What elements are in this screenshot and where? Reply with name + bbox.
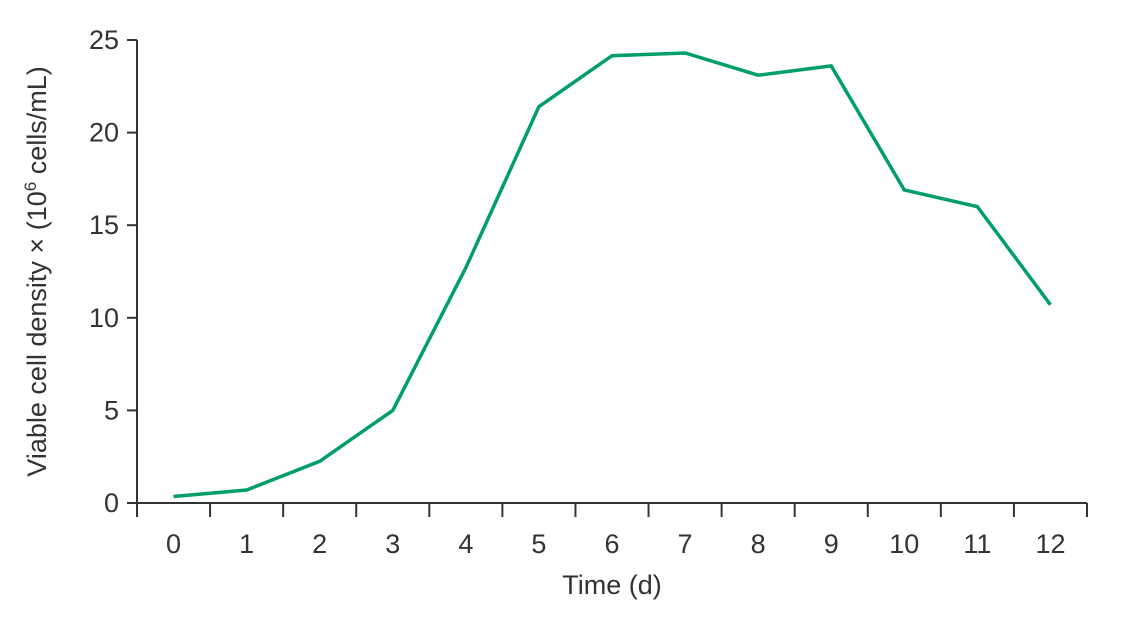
y-axis-title-superscript: 6 — [21, 182, 40, 191]
y-axis-title: Viable cell density × (106 cells/mL) — [21, 66, 52, 476]
x-axis: 0 1 2 3 4 5 6 7 8 9 10 11 12 — [136, 502, 1088, 559]
series-layer — [173, 51, 1052, 499]
x-tick-label: 12 — [1035, 529, 1065, 559]
y-tick-label: 25 — [89, 25, 119, 55]
y-tick-label: 5 — [104, 395, 119, 425]
x-axis-title: Time (d) — [562, 570, 662, 600]
x-tick-label: 4 — [458, 529, 473, 559]
y-axis: 0 5 10 15 20 25 — [89, 25, 138, 518]
y-tick-label: 15 — [89, 210, 119, 240]
y-tick-label: 20 — [89, 118, 119, 148]
x-tick-label: 6 — [604, 529, 619, 559]
y-tick-label: 10 — [89, 303, 119, 333]
x-tick-label: 3 — [385, 529, 400, 559]
y-axis-title-prefix: Viable cell density × (10 — [22, 191, 52, 476]
y-axis-title-suffix: cells/mL) — [22, 66, 52, 182]
y-tick-label: 0 — [104, 488, 119, 518]
x-tick-label: 0 — [166, 529, 181, 559]
x-tick-label: 8 — [751, 529, 766, 559]
x-tick-label: 11 — [963, 529, 991, 559]
series-line — [173, 51, 1052, 499]
x-tick-label: 7 — [678, 529, 693, 559]
x-tick-label: 5 — [531, 529, 546, 559]
x-tick-label: 9 — [824, 529, 839, 559]
x-tick-label: 2 — [312, 529, 327, 559]
x-tick-label: 10 — [889, 529, 919, 559]
x-tick-label: 1 — [239, 529, 254, 559]
